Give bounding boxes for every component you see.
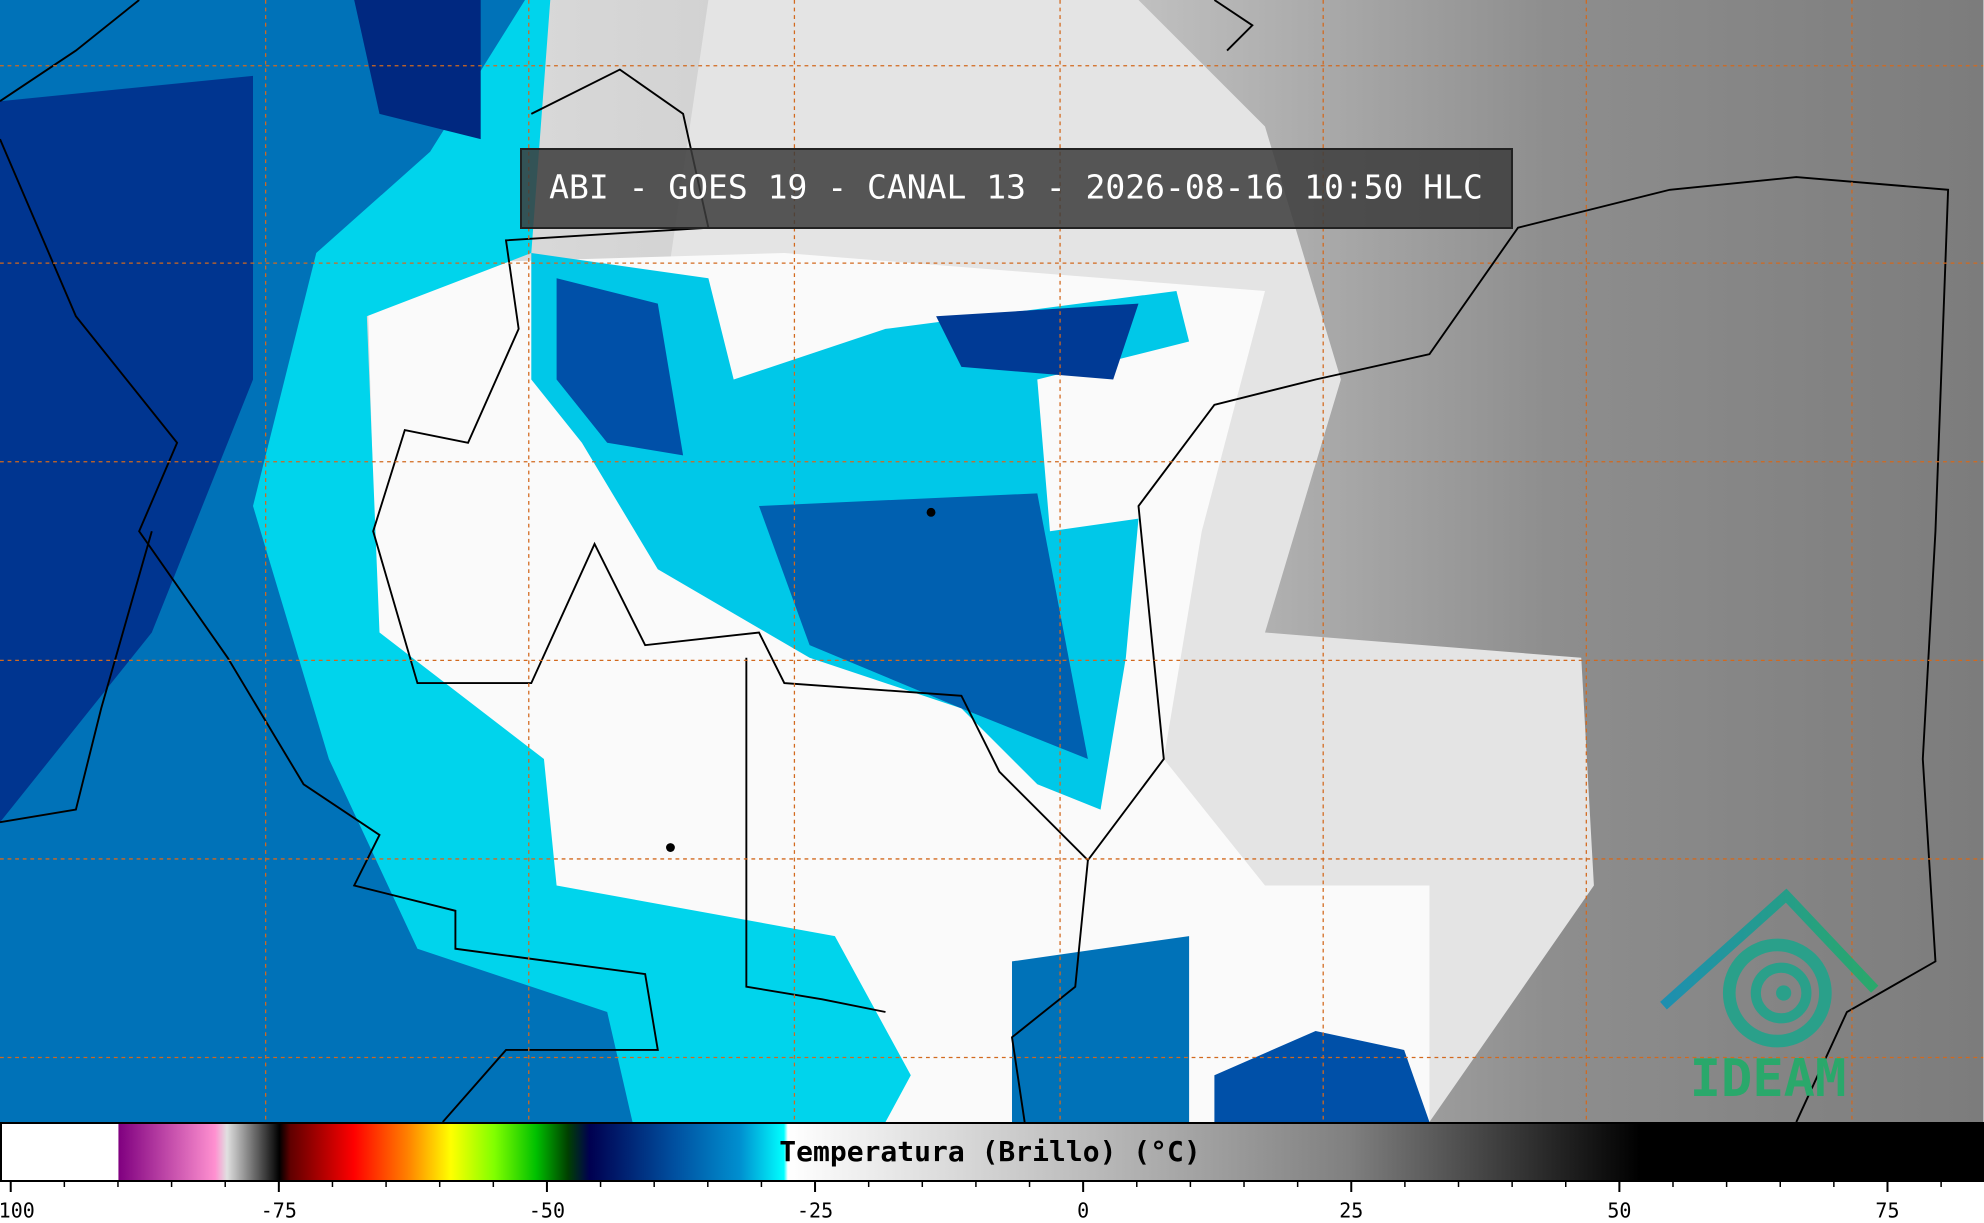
cold-cloud	[936, 303, 1139, 380]
title-box	[520, 148, 1513, 229]
cold-cloud	[354, 0, 481, 140]
tick-label: 0	[1077, 1199, 1089, 1223]
tick-label: -25	[797, 1199, 833, 1223]
graticule	[0, 0, 1984, 1123]
city-marker	[926, 507, 936, 517]
cold-cloud	[1012, 936, 1190, 1123]
colorbar-axis: -100 -75 -50 -25 0 25 50 75	[0, 1181, 1942, 1223]
tick-label: 75	[1875, 1199, 1899, 1223]
city-marker	[666, 843, 675, 852]
title: ABI - GOES 19 - CANAL 13 - 2026-08-16 10…	[549, 168, 1483, 207]
tick-label: 25	[1339, 1199, 1363, 1223]
borders	[0, 0, 1950, 1123]
tick-label: -100	[0, 1199, 35, 1223]
tick-label: 50	[1607, 1199, 1631, 1223]
logo-text: IDEAM	[1690, 1049, 1847, 1109]
cold-cloud	[759, 493, 1088, 759]
logo	[1660, 888, 1879, 1048]
cold-cloud	[1214, 1030, 1430, 1123]
tick-label: -50	[529, 1199, 565, 1223]
cold-cloud	[556, 278, 684, 456]
colorbar	[0, 1122, 1984, 1182]
tick-label: -75	[261, 1199, 297, 1223]
colorbar-label: Temperatura (Brillo) (°C)	[779, 1135, 1200, 1168]
